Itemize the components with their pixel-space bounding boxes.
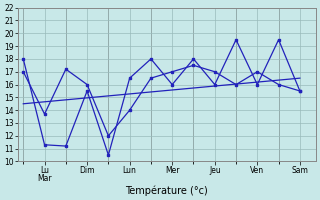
X-axis label: Température (°c): Température (°c): [125, 185, 208, 196]
